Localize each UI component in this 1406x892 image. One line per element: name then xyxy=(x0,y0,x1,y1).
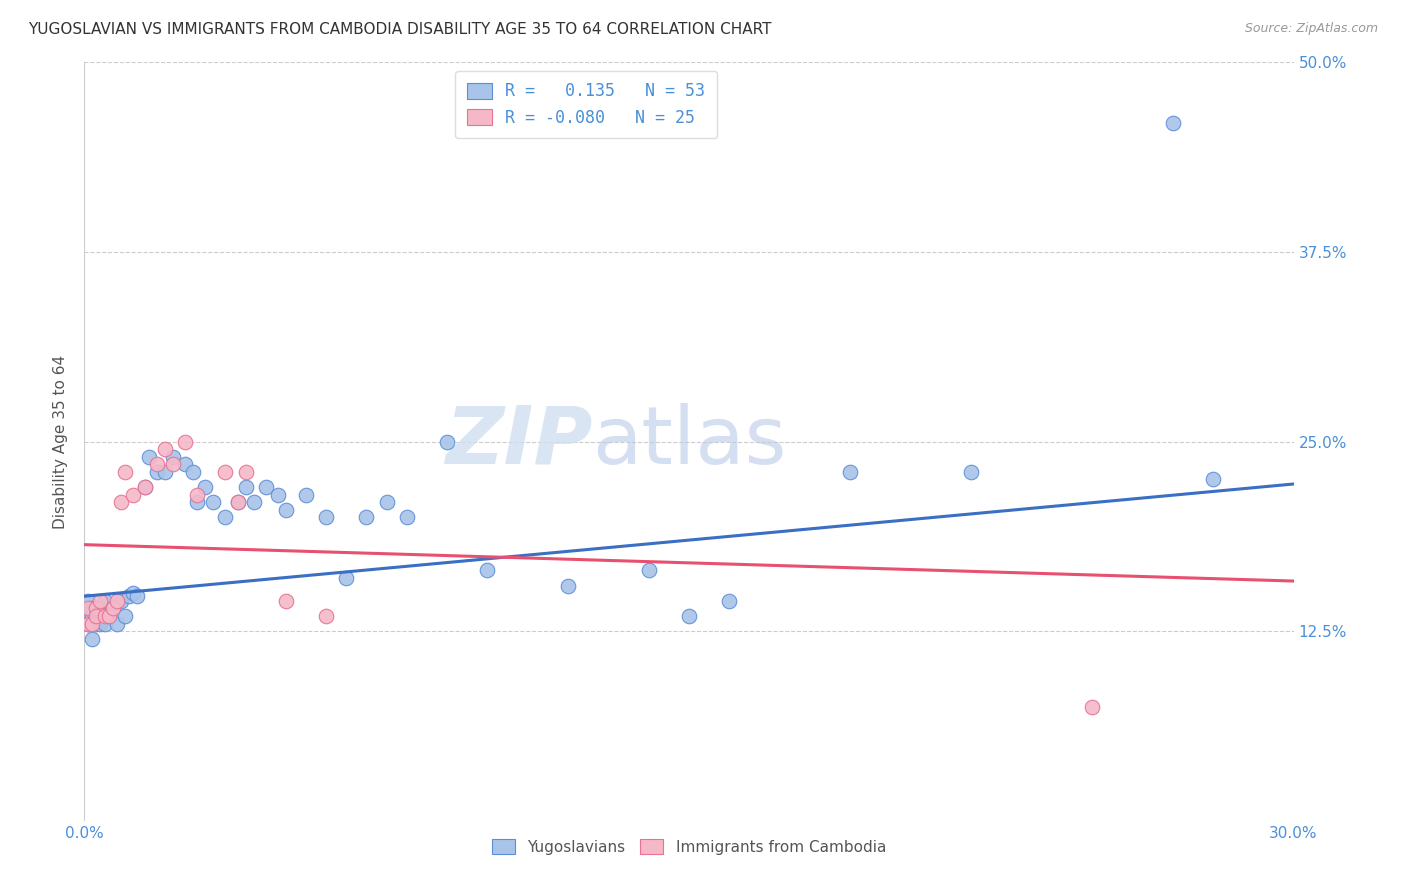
Point xyxy=(97,608,120,623)
Point xyxy=(93,616,115,631)
Point xyxy=(101,601,124,615)
Point xyxy=(186,495,208,509)
Point xyxy=(174,434,197,449)
Point xyxy=(477,564,499,578)
Point xyxy=(82,601,104,615)
Y-axis label: Disability Age 35 to 64: Disability Age 35 to 64 xyxy=(53,354,69,529)
Point xyxy=(118,589,141,603)
Point xyxy=(678,608,700,623)
Point xyxy=(274,594,297,608)
Point xyxy=(121,586,143,600)
Point xyxy=(242,495,264,509)
Point xyxy=(235,465,257,479)
Point xyxy=(181,465,204,479)
Point xyxy=(86,616,108,631)
Text: YUGOSLAVIAN VS IMMIGRANTS FROM CAMBODIA DISABILITY AGE 35 TO 64 CORRELATION CHAR: YUGOSLAVIAN VS IMMIGRANTS FROM CAMBODIA … xyxy=(28,22,772,37)
Point xyxy=(134,480,156,494)
Point xyxy=(315,608,337,623)
Point xyxy=(1081,699,1104,714)
Point xyxy=(77,601,100,615)
Point xyxy=(93,594,115,608)
Point xyxy=(134,480,156,494)
Point xyxy=(1202,473,1225,487)
Point xyxy=(214,510,236,524)
Point xyxy=(718,594,741,608)
Point xyxy=(335,571,357,585)
Point xyxy=(436,434,458,449)
Point xyxy=(315,510,337,524)
Point xyxy=(89,601,111,615)
Point xyxy=(162,458,184,472)
Point xyxy=(110,495,132,509)
Point xyxy=(174,458,197,472)
Point xyxy=(82,616,104,631)
Point xyxy=(125,589,148,603)
Text: Source: ZipAtlas.com: Source: ZipAtlas.com xyxy=(1244,22,1378,36)
Point xyxy=(101,601,124,615)
Point xyxy=(162,450,184,464)
Point xyxy=(839,465,862,479)
Point xyxy=(146,458,169,472)
Point xyxy=(960,465,983,479)
Point xyxy=(86,608,108,623)
Point xyxy=(77,594,100,608)
Point xyxy=(1161,116,1184,130)
Point xyxy=(267,487,290,501)
Point xyxy=(146,465,169,479)
Point xyxy=(77,616,100,631)
Point xyxy=(89,616,111,631)
Point xyxy=(77,608,100,623)
Point xyxy=(153,465,176,479)
Point xyxy=(97,608,120,623)
Point xyxy=(121,487,143,501)
Point xyxy=(214,465,236,479)
Point xyxy=(82,632,104,646)
Point xyxy=(186,487,208,501)
Point xyxy=(395,510,418,524)
Legend: Yugoslavians, Immigrants from Cambodia: Yugoslavians, Immigrants from Cambodia xyxy=(484,831,894,863)
Point xyxy=(110,594,132,608)
Point xyxy=(356,510,378,524)
Point xyxy=(274,503,297,517)
Point xyxy=(93,608,115,623)
Point xyxy=(138,450,160,464)
Point xyxy=(105,594,128,608)
Point xyxy=(86,601,108,615)
Text: ZIP: ZIP xyxy=(444,402,592,481)
Point xyxy=(194,480,217,494)
Point xyxy=(637,564,659,578)
Point xyxy=(82,608,104,623)
Point xyxy=(226,495,249,509)
Point xyxy=(89,594,111,608)
Point xyxy=(105,616,128,631)
Point xyxy=(557,579,579,593)
Point xyxy=(235,480,257,494)
Text: atlas: atlas xyxy=(592,402,786,481)
Point xyxy=(86,601,108,615)
Point xyxy=(202,495,225,509)
Point xyxy=(295,487,318,501)
Point xyxy=(114,465,136,479)
Point xyxy=(226,495,249,509)
Point xyxy=(114,608,136,623)
Point xyxy=(77,616,100,631)
Point xyxy=(153,442,176,457)
Point xyxy=(254,480,277,494)
Point xyxy=(375,495,398,509)
